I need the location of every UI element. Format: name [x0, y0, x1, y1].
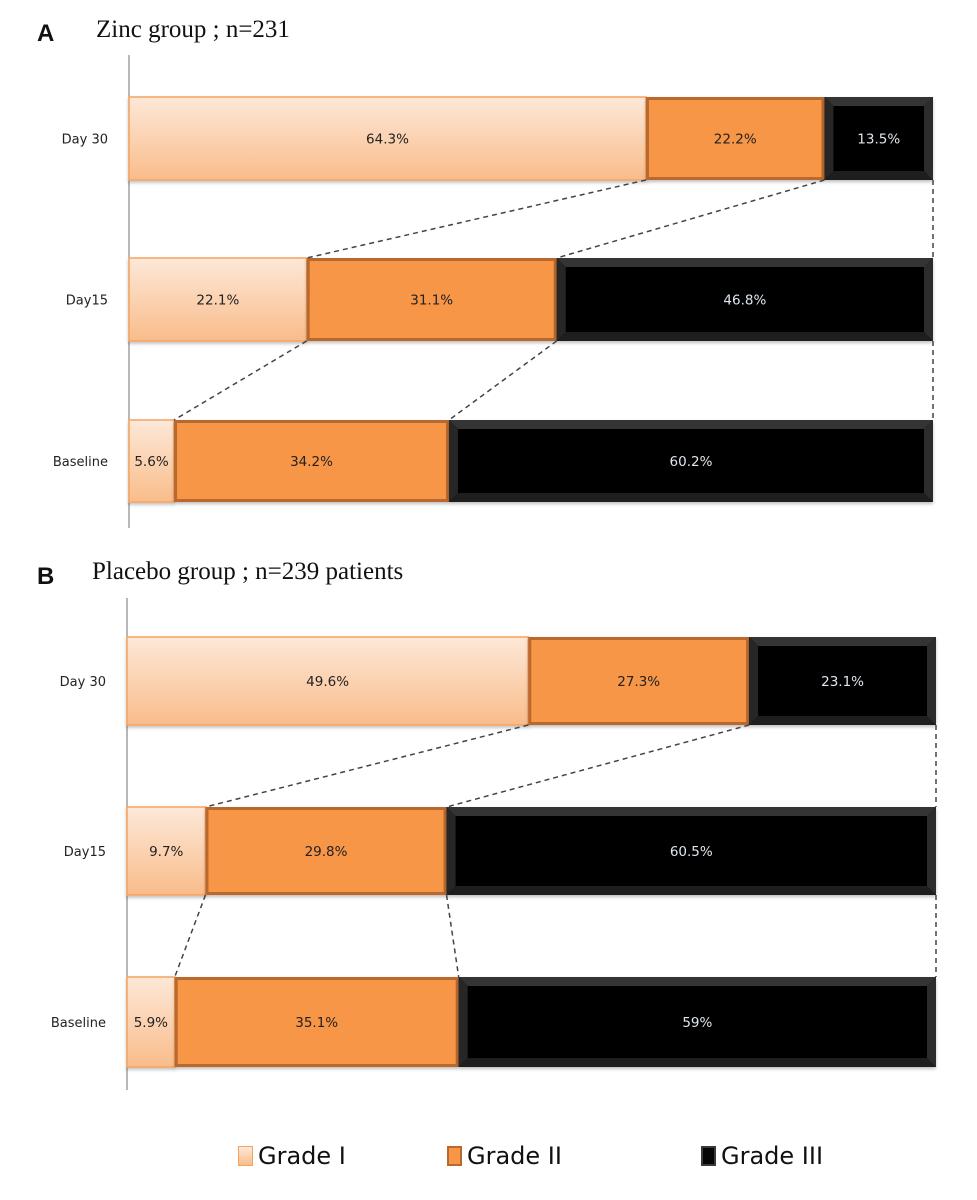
category-label: Day 30: [60, 675, 106, 690]
segment-grade-3-bevel-top: [446, 807, 936, 816]
segment-value-label: 46.8%: [723, 293, 766, 309]
segment-grade-3-bevel-left: [556, 258, 566, 341]
legend-label-grade-1: Grade I: [258, 1142, 346, 1170]
segment-grade-3-bevel-right: [924, 97, 933, 180]
segment-value-label: 34.2%: [290, 454, 333, 470]
connector-line: [173, 340, 308, 421]
segment-grade-3-bevel-bottom: [556, 332, 933, 341]
segment-grade-2: [174, 420, 449, 502]
segment-grade-3-bevel-bottom: [458, 1058, 936, 1067]
category-label: Day15: [66, 294, 108, 309]
segment-grade-1: [128, 419, 175, 503]
panel-b-title: Placebo group ; n=239 patients: [92, 558, 404, 585]
segment-value-label: 49.6%: [306, 674, 349, 690]
segment-grade-2: [205, 807, 447, 895]
connector-line: [306, 179, 647, 259]
segment-grade-3-bevel-top: [458, 977, 936, 986]
panel-a-letter: A: [37, 20, 55, 47]
category-label: Day 30: [62, 133, 108, 148]
segment-value-label: 35.1%: [295, 1015, 338, 1031]
segment-grade-3-bevel-right: [927, 977, 936, 1067]
bar-day15: Day15 9.7% 29.8% 60.5%: [64, 806, 936, 896]
connector-line: [448, 340, 558, 421]
segment-grade-1: [126, 636, 530, 726]
segment-grade-3-bevel-right: [924, 420, 933, 502]
connector-line: [556, 179, 825, 259]
segment-value-label: 5.6%: [134, 454, 168, 470]
legend-item-grade-3: Grade III: [701, 1142, 823, 1170]
legend-swatch-grade-1: [238, 1146, 253, 1166]
segment-grade-3-bevel-top: [448, 420, 933, 429]
segment-grade-3-bevel-right: [924, 258, 933, 341]
segment-value-label: 60.5%: [670, 844, 713, 860]
segment-grade-3-bevel-top: [556, 258, 933, 267]
segment-grade-3-bevel-left: [824, 97, 834, 180]
segment-grade-3: [448, 420, 933, 502]
connector-line: [205, 724, 529, 808]
segment-grade-3-bevel-left: [448, 420, 458, 502]
connector-line: [446, 724, 750, 808]
segment-value-label: 22.1%: [196, 293, 239, 309]
bar-day15: Day15 22.1% 31.1% 46.8%: [66, 257, 933, 342]
panel-a-plot: Day 30 64.3% 22.2% 13.5% Day15 22.1% 31.1% 46.8…: [53, 55, 934, 528]
category-label: Baseline: [51, 1016, 106, 1031]
segment-value-label: 5.9%: [134, 1015, 168, 1031]
segment-grade-3: [556, 258, 933, 341]
category-label: Baseline: [53, 455, 108, 470]
legend: Grade I Grade II Grade III: [0, 1142, 977, 1182]
segment-grade-2: [645, 97, 825, 180]
bar-baseline: Baseline 5.6% 34.2% 60.2%: [53, 419, 933, 503]
segment-grade-3-bevel-right: [927, 637, 936, 725]
panel-b-letter: B: [37, 563, 55, 590]
segment-grade-3: [458, 977, 936, 1067]
segment-value-label: 13.5%: [857, 132, 900, 148]
segment-grade-3: [824, 97, 933, 180]
panel-b-plot: Day 30 49.6% 27.3% 23.1% Day15 9.7% 29.8% 60.5%…: [51, 598, 937, 1090]
segment-value-label: 27.3%: [617, 674, 660, 690]
segment-grade-3-bevel-bottom: [824, 171, 933, 180]
segment-value-label: 59%: [682, 1015, 712, 1031]
segment-grade-3-bevel-left: [749, 637, 759, 725]
bar-baseline: Baseline 5.9% 35.1% 59%: [51, 976, 936, 1068]
segment-grade-3-bevel-left: [458, 977, 468, 1067]
segment-value-label: 22.2%: [714, 132, 757, 148]
segment-grade-2: [528, 637, 750, 725]
segment-grade-3-bevel-top: [749, 637, 936, 646]
bar-day-30: Day 30 49.6% 27.3% 23.1%: [60, 636, 936, 726]
legend-label-grade-2: Grade II: [467, 1142, 562, 1170]
segment-value-label: 23.1%: [821, 674, 864, 690]
legend-label-grade-3: Grade III: [721, 1142, 824, 1170]
segment-value-label: 29.8%: [305, 844, 348, 860]
segment-grade-3-bevel-bottom: [448, 493, 933, 502]
segment-grade-3-bevel-top: [824, 97, 933, 106]
segment-grade-1: [128, 96, 647, 181]
segment-grade-3: [446, 807, 936, 895]
category-label: Day15: [64, 845, 106, 860]
connector-line: [174, 894, 207, 978]
segment-grade-2: [306, 258, 557, 341]
segment-grade-2: [174, 977, 459, 1067]
segment-grade-3-bevel-bottom: [446, 886, 936, 895]
segment-value-label: 31.1%: [410, 293, 453, 309]
segment-grade-3-bevel-left: [446, 807, 456, 895]
legend-swatch-grade-2: [447, 1146, 462, 1166]
segment-grade-3: [749, 637, 936, 725]
segment-grade-1: [126, 806, 207, 896]
stacked-bar-chart: Day 30 64.3% 22.2% 13.5% Day15 22.1% 31.1% 46.8…: [51, 55, 937, 1090]
segment-value-label: 64.3%: [366, 132, 409, 148]
bar-day-30: Day 30 64.3% 22.2% 13.5%: [62, 96, 933, 181]
legend-swatch-grade-3: [701, 1146, 716, 1166]
legend-item-grade-2: Grade II: [447, 1142, 562, 1170]
connector-line: [445, 894, 460, 978]
legend-item-grade-1: Grade I: [238, 1142, 346, 1170]
segment-grade-1: [128, 257, 308, 342]
segment-value-label: 60.2%: [670, 454, 713, 470]
segment-grade-3-bevel-bottom: [749, 716, 936, 725]
segment-grade-1: [126, 976, 176, 1068]
segment-value-label: 9.7%: [149, 844, 183, 860]
panel-a-title: Zinc group ; n=231: [96, 16, 290, 43]
segment-grade-3-bevel-right: [927, 807, 936, 895]
